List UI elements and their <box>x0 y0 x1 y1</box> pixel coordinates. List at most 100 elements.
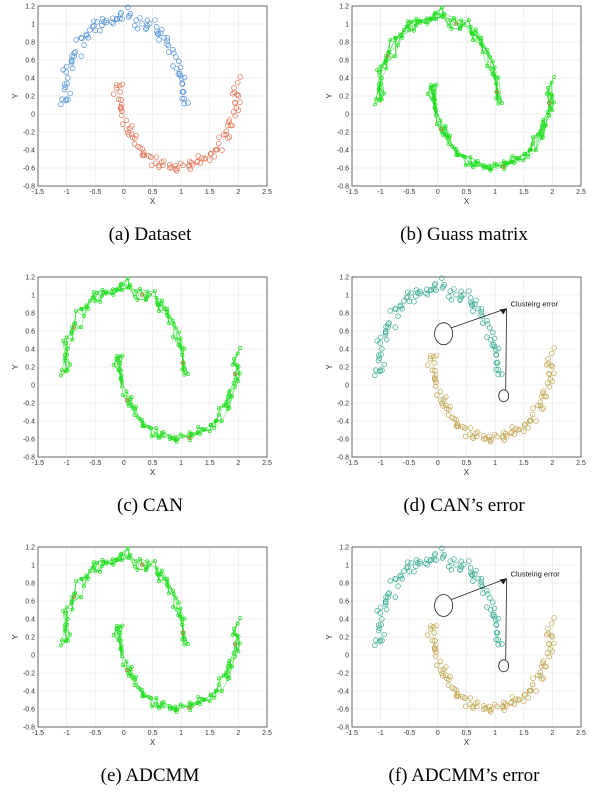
y-tick-label: 0.2 <box>25 634 35 641</box>
y-tick-label: -0.4 <box>23 688 35 695</box>
x-tick-label: -1 <box>378 460 384 467</box>
y-tick-label: 0.6 <box>25 57 35 64</box>
x-tick-label: 1.5 <box>519 189 529 196</box>
caption-a: (a) Dataset <box>109 224 193 245</box>
x-axis-label: X <box>464 738 470 747</box>
y-tick-label: -0.2 <box>337 129 349 136</box>
x-tick-label: -1 <box>64 189 70 196</box>
panel-adcmm-error: -1.5 -1 -0.5 0 0.5 1 1.5 2 2.5-0.8-0.6-0.4-0.200… <box>325 544 586 747</box>
y-tick-label: 0.4 <box>339 346 349 353</box>
x-tick-label: -1 <box>378 730 384 737</box>
y-tick-label: 0.4 <box>25 75 35 82</box>
y-tick-label: 0 <box>345 111 349 118</box>
x-tick-label: -0.5 <box>403 189 415 196</box>
x-tick-label: -0.5 <box>89 730 101 737</box>
y-axis-label: Y <box>325 93 334 99</box>
y-tick-label: 0.8 <box>25 39 35 46</box>
x-tick-label: 0.5 <box>148 189 158 196</box>
y-tick-label: 0 <box>31 382 35 389</box>
x-tick-label: -1 <box>64 730 70 737</box>
caption-d: (d) CAN’s error <box>403 495 525 516</box>
y-tick-label: 0.8 <box>339 39 349 46</box>
panel-can: -1.5 -1 -0.5 0 0.5 1 1.5 2 2.5-0.8-0.6-0.4-0.200… <box>11 274 272 477</box>
x-tick-label: 2 <box>236 730 240 737</box>
x-tick-label: -0.5 <box>403 460 415 467</box>
y-tick-label: 1 <box>345 292 349 299</box>
y-tick-label: 0.8 <box>339 580 349 587</box>
y-tick-label: 1 <box>31 21 35 28</box>
y-tick-label: 0 <box>31 652 35 659</box>
x-tick-label: 1 <box>179 189 183 196</box>
x-tick-label: 1 <box>493 730 497 737</box>
y-tick-label: 0 <box>31 111 35 118</box>
caption-f: (f) ADCMM’s error <box>389 765 541 786</box>
y-tick-label: -0.6 <box>337 706 349 713</box>
y-tick-label: -0.8 <box>23 724 35 731</box>
error-annotation: Clusteirg error <box>511 300 559 309</box>
y-tick-label: -0.2 <box>337 400 349 407</box>
y-tick-label: -0.2 <box>23 400 35 407</box>
y-tick-label: -0.2 <box>23 129 35 136</box>
y-tick-label: 0 <box>345 382 349 389</box>
y-tick-label: -0.6 <box>337 165 349 172</box>
panel-gauss-matrix: -1.5 -1 -0.5 0 0.5 1 1.5 2 2.5-0.8-0.6-0.4-0.200… <box>325 3 586 206</box>
x-tick-label: 1.5 <box>519 730 529 737</box>
y-tick-label: 0.6 <box>25 328 35 335</box>
y-tick-label: 0.4 <box>339 616 349 623</box>
x-tick-label: -0.5 <box>89 189 101 196</box>
y-tick-label: -0.8 <box>337 183 349 190</box>
y-tick-label: 0 <box>345 652 349 659</box>
y-tick-label: -0.6 <box>23 706 35 713</box>
y-tick-label: -0.8 <box>23 454 35 461</box>
panel-dataset: -1.5 -1 -0.5 0 0.5 1 1.5 2 2.5-0.8-0.6-0.4-0.200… <box>11 3 272 206</box>
x-tick-label: 1.5 <box>205 730 215 737</box>
y-tick-label: -0.4 <box>23 147 35 154</box>
x-tick-label: 0.5 <box>462 460 472 467</box>
y-axis-label: Y <box>11 93 20 99</box>
x-tick-label: 1.5 <box>205 189 215 196</box>
x-axis-label: X <box>150 197 156 206</box>
y-tick-label: 0.6 <box>339 598 349 605</box>
x-tick-label: 2 <box>550 730 554 737</box>
x-tick-label: 2.5 <box>262 189 272 196</box>
y-tick-label: 1.2 <box>25 3 35 10</box>
y-tick-label: 0.8 <box>25 310 35 317</box>
y-tick-label: -0.4 <box>337 147 349 154</box>
y-tick-label: 0.4 <box>25 616 35 623</box>
x-tick-label: 0.5 <box>462 189 472 196</box>
y-tick-label: -0.8 <box>337 454 349 461</box>
panel-can-error: -1.5 -1 -0.5 0 0.5 1 1.5 2 2.5-0.8-0.6-0.4-0.200… <box>325 274 586 477</box>
x-tick-label: -0.5 <box>403 730 415 737</box>
y-tick-label: 0.8 <box>339 310 349 317</box>
x-tick-label: 1 <box>179 730 183 737</box>
x-tick-label: 0.5 <box>462 730 472 737</box>
x-axis-label: X <box>150 738 156 747</box>
y-tick-label: 1 <box>345 562 349 569</box>
x-tick-label: 1 <box>493 189 497 196</box>
y-tick-label: 1.2 <box>25 274 35 281</box>
y-tick-label: -0.4 <box>337 418 349 425</box>
y-tick-label: 1 <box>345 21 349 28</box>
y-tick-label: -0.6 <box>23 165 35 172</box>
x-tick-label: 2 <box>550 460 554 467</box>
y-tick-label: -0.4 <box>23 418 35 425</box>
x-axis-label: X <box>464 468 470 477</box>
x-tick-label: -0.5 <box>89 460 101 467</box>
x-tick-label: -1 <box>64 460 70 467</box>
y-tick-label: -0.2 <box>23 670 35 677</box>
y-tick-label: -0.6 <box>337 436 349 443</box>
y-tick-label: 0.2 <box>25 93 35 100</box>
y-tick-label: 0.2 <box>339 634 349 641</box>
panel-adcmm: -1.5 -1 -0.5 0 0.5 1 1.5 2 2.5-0.8-0.6-0.4-0.200… <box>11 544 272 747</box>
x-tick-label: 2.5 <box>262 460 272 467</box>
caption-b: (b) Guass matrix <box>400 224 528 245</box>
y-tick-label: 1.2 <box>339 3 349 10</box>
x-tick-label: 0.5 <box>148 460 158 467</box>
x-axis-label: X <box>464 197 470 206</box>
y-tick-label: -0.2 <box>337 670 349 677</box>
x-axis-label: X <box>150 468 156 477</box>
x-tick-label: 2 <box>236 189 240 196</box>
x-tick-label: 0 <box>436 189 440 196</box>
x-tick-label: 2 <box>236 460 240 467</box>
